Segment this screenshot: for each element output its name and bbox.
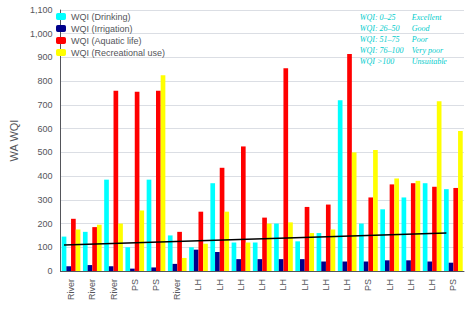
svg-text:WQI (Drinking): WQI (Drinking) bbox=[71, 12, 131, 22]
svg-text:Unsuitable: Unsuitable bbox=[412, 57, 448, 66]
svg-text:LH: LH bbox=[215, 279, 225, 291]
svg-text:PS: PS bbox=[130, 279, 140, 291]
svg-text:LH: LH bbox=[257, 279, 267, 291]
svg-text:WQI (Irrigation): WQI (Irrigation) bbox=[71, 24, 133, 34]
svg-text:400: 400 bbox=[37, 171, 52, 181]
svg-text:1,000: 1,000 bbox=[30, 29, 53, 39]
svg-text:Very poor: Very poor bbox=[412, 46, 444, 55]
svg-text:LH: LH bbox=[385, 279, 395, 291]
svg-text:WQI: 26–50: WQI: 26–50 bbox=[360, 24, 400, 33]
svg-text:Excellent: Excellent bbox=[411, 13, 443, 22]
svg-text:1,100: 1,100 bbox=[30, 5, 53, 15]
svg-text:900: 900 bbox=[37, 52, 52, 62]
svg-text:PS: PS bbox=[448, 279, 458, 291]
svg-text:WQI (Aquatic life): WQI (Aquatic life) bbox=[71, 36, 142, 46]
svg-text:LH: LH bbox=[342, 279, 352, 291]
svg-text:600: 600 bbox=[37, 124, 52, 134]
svg-text:800: 800 bbox=[37, 76, 52, 86]
svg-text:LH: LH bbox=[236, 279, 246, 291]
svg-text:River: River bbox=[109, 279, 119, 300]
svg-text:WQI: 51–75: WQI: 51–75 bbox=[360, 35, 400, 44]
svg-text:WQI: 0–25: WQI: 0–25 bbox=[360, 13, 396, 22]
svg-text:River: River bbox=[87, 279, 97, 300]
svg-text:LH: LH bbox=[193, 279, 203, 291]
svg-text:LH: LH bbox=[321, 279, 331, 291]
svg-text:WQI >100: WQI >100 bbox=[360, 57, 395, 66]
svg-text:200: 200 bbox=[37, 219, 52, 229]
svg-text:Poor: Poor bbox=[411, 35, 429, 44]
svg-text:100: 100 bbox=[37, 242, 52, 252]
svg-text:River: River bbox=[172, 279, 182, 300]
svg-text:WQI (Recreational use): WQI (Recreational use) bbox=[71, 48, 165, 58]
svg-text:LH: LH bbox=[278, 279, 288, 291]
svg-text:PS: PS bbox=[363, 279, 373, 291]
svg-text:PS: PS bbox=[151, 279, 161, 291]
svg-text:300: 300 bbox=[37, 195, 52, 205]
svg-text:LH: LH bbox=[406, 279, 416, 291]
svg-text:700: 700 bbox=[37, 100, 52, 110]
svg-text:WA WQI: WA WQI bbox=[8, 120, 20, 162]
svg-text:LH: LH bbox=[427, 279, 437, 291]
svg-text:LH: LH bbox=[300, 279, 310, 291]
svg-text:0: 0 bbox=[47, 266, 52, 276]
svg-text:WQI: 76–100: WQI: 76–100 bbox=[360, 46, 404, 55]
svg-text:500: 500 bbox=[37, 147, 52, 157]
svg-text:River: River bbox=[66, 279, 76, 300]
svg-text:Good: Good bbox=[412, 24, 431, 33]
